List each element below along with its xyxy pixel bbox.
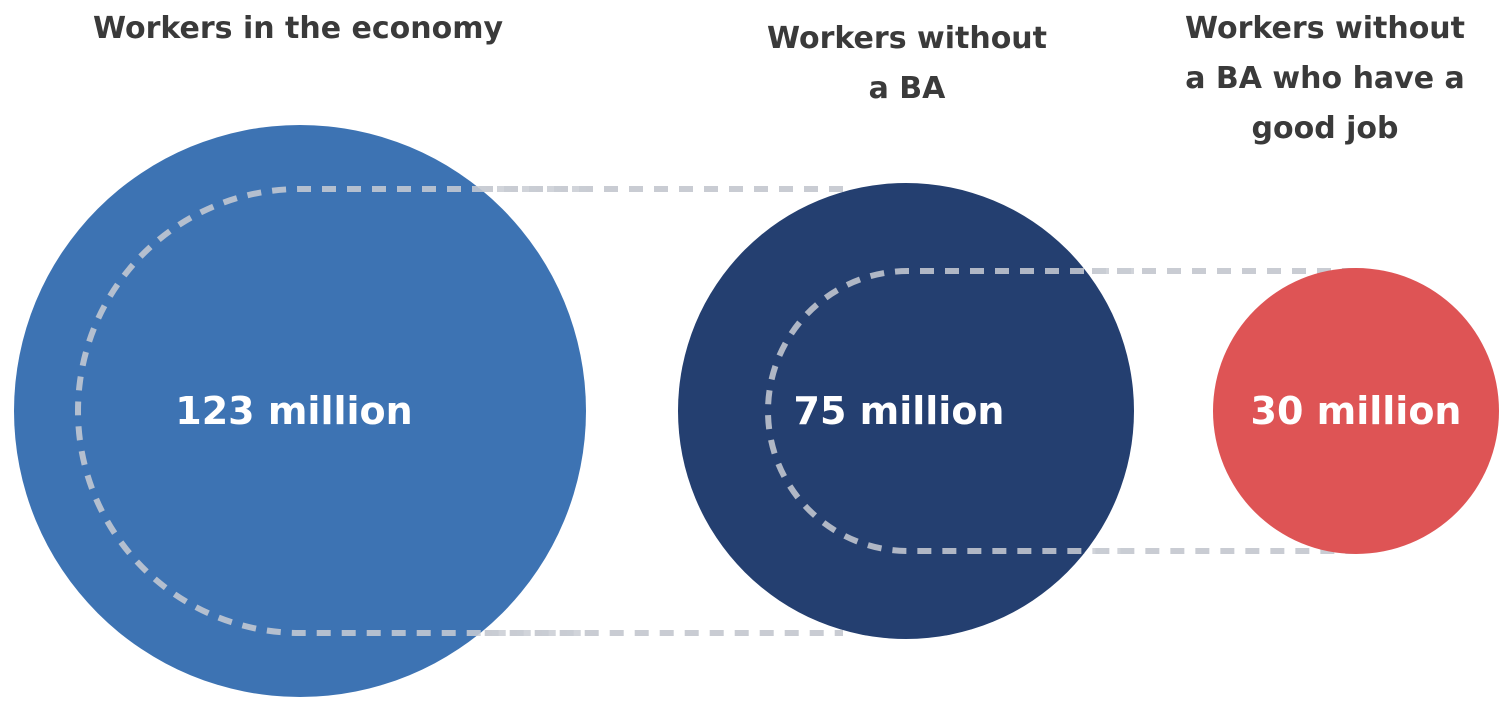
heading-line: Workers without: [1184, 11, 1466, 46]
value-label-good-job: 30 million: [1251, 389, 1462, 433]
heading-line: good job: [1251, 111, 1399, 146]
heading-workers-in-economy: Workers in the economy: [60, 4, 536, 54]
bubble-workers-without-ba: [678, 183, 1134, 639]
value-label-total: 123 million: [175, 389, 412, 433]
heading-line: a BA who have a: [1185, 61, 1465, 96]
heading-line: a BA: [868, 71, 946, 106]
value-label-no-ba: 75 million: [794, 389, 1005, 433]
heading-workers-with-good-job: Workers without a BA who have a good job: [1150, 4, 1500, 154]
bubble-workers-with-good-job: [1213, 268, 1499, 554]
heading-line: Workers in the economy: [92, 11, 504, 46]
heading-line: Workers without: [766, 21, 1048, 56]
bubble-workers-in-economy: [14, 125, 586, 697]
connector-no-ba-to-good-job-overlay: [765, 268, 1134, 554]
heading-workers-without-ba: Workers without a BA: [700, 14, 1114, 114]
connector-total-to-no-ba-overlay: [75, 186, 586, 636]
